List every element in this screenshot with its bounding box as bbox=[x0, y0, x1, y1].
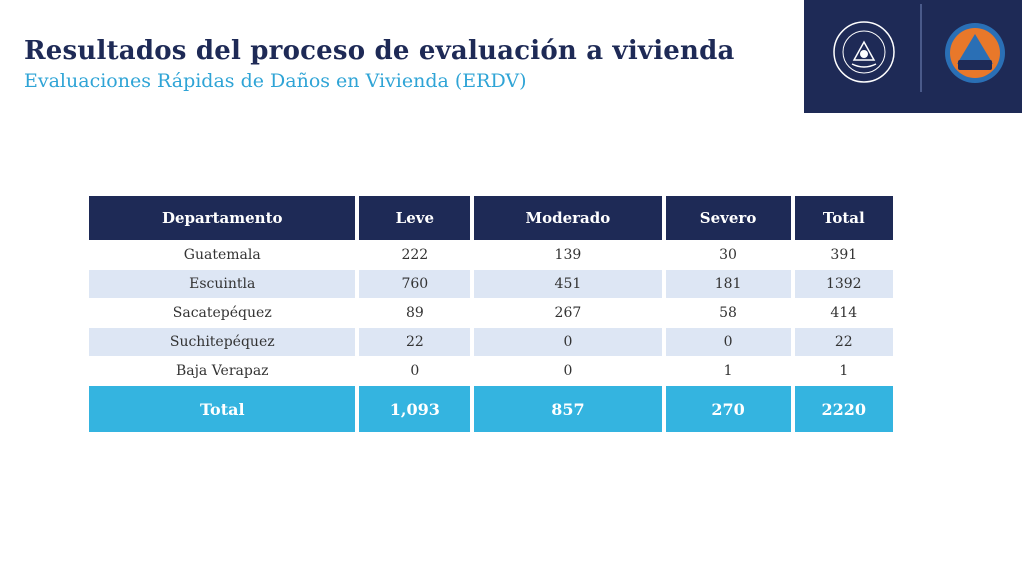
cell-total: 391 bbox=[830, 247, 858, 263]
cell-total: 22 bbox=[794, 328, 893, 356]
column-header-leve: Leve bbox=[359, 196, 471, 240]
cell-severo: 30 bbox=[719, 247, 737, 263]
table-header-row: Departamento Leve Moderado Severo Total bbox=[89, 196, 893, 240]
column-header-severo: Severo bbox=[665, 196, 791, 240]
column-header-departamento: Departamento bbox=[89, 196, 356, 240]
table-row: Sacatepéquez 89 267 58 414 bbox=[89, 299, 893, 327]
cell-moderado: 0 bbox=[563, 363, 573, 379]
cell-severo: 1 bbox=[723, 363, 733, 379]
cell-leve: 0 bbox=[410, 363, 420, 379]
column-header-total: Total bbox=[794, 196, 893, 240]
cell-leve: 22 bbox=[359, 328, 471, 356]
cell-departamento: Guatemala bbox=[183, 247, 261, 263]
total-severo: 270 bbox=[665, 386, 791, 432]
cell-departamento: Escuintla bbox=[89, 270, 356, 298]
cell-severo: 0 bbox=[665, 328, 791, 356]
guatemala-seal-logo bbox=[833, 21, 895, 83]
conred-logo bbox=[945, 23, 1005, 83]
table-total-row: Total 1,093 857 270 2220 bbox=[89, 386, 893, 432]
cell-leve: 222 bbox=[401, 247, 429, 263]
page-subtitle: Evaluaciones Rápidas de Daños en Viviend… bbox=[24, 70, 527, 92]
logo-panel bbox=[804, 0, 1022, 113]
cell-leve: 89 bbox=[405, 305, 424, 321]
cell-severo: 58 bbox=[719, 305, 737, 321]
evaluation-table: Departamento Leve Moderado Severo Total … bbox=[85, 195, 897, 433]
total-total: 2220 bbox=[794, 386, 893, 432]
cell-total: 414 bbox=[830, 305, 858, 321]
cell-moderado: 267 bbox=[554, 305, 582, 321]
cell-departamento: Suchitepéquez bbox=[89, 328, 356, 356]
total-moderado: 857 bbox=[474, 386, 662, 432]
cell-total: 1 bbox=[839, 363, 849, 379]
table-row: Baja Verapaz 0 0 1 1 bbox=[89, 357, 893, 385]
logo-divider bbox=[920, 4, 922, 92]
total-label: Total bbox=[89, 386, 356, 432]
cell-leve: 760 bbox=[359, 270, 471, 298]
page-title: Resultados del proceso de evaluación a v… bbox=[24, 36, 735, 66]
table-row: Escuintla 760 451 181 1392 bbox=[89, 270, 893, 298]
total-leve: 1,093 bbox=[359, 386, 471, 432]
cell-severo: 181 bbox=[665, 270, 791, 298]
cell-moderado: 451 bbox=[474, 270, 662, 298]
cell-moderado: 0 bbox=[474, 328, 662, 356]
cell-total: 1392 bbox=[794, 270, 893, 298]
cell-moderado: 139 bbox=[554, 247, 582, 263]
column-header-moderado: Moderado bbox=[474, 196, 662, 240]
table-row: Guatemala 222 139 30 391 bbox=[89, 241, 893, 269]
cell-departamento: Sacatepéquez bbox=[172, 305, 272, 321]
table-row: Suchitepéquez 22 0 0 22 bbox=[89, 328, 893, 356]
cell-departamento: Baja Verapaz bbox=[175, 363, 269, 379]
